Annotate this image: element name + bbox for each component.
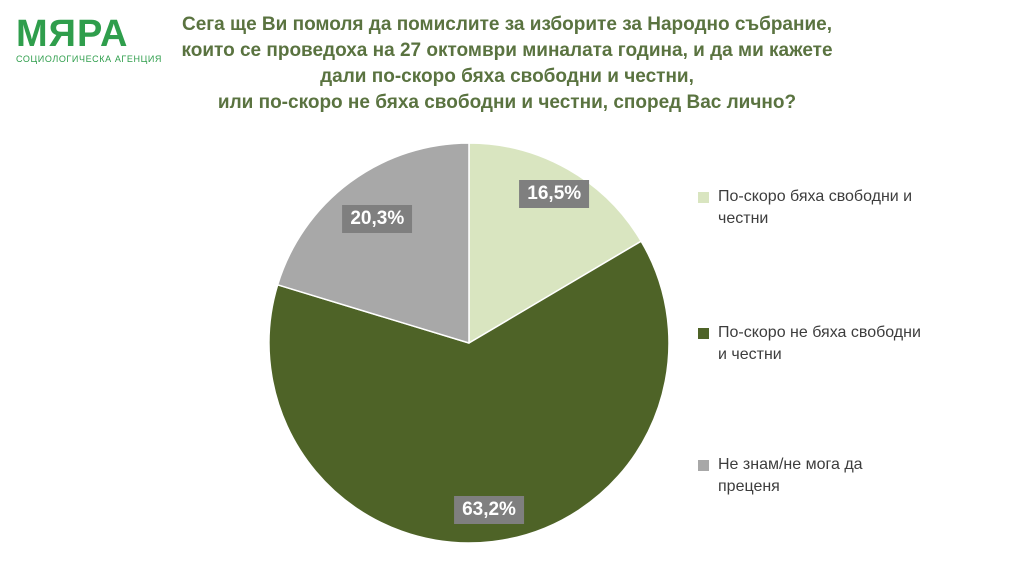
legend-item-free-and-fair: По-скоро бяха свободни и честни xyxy=(698,186,912,230)
pie-slice-3 xyxy=(276,142,470,344)
pie-slice-2 xyxy=(268,240,670,544)
legend-item-not-free-and-fair: По-скоро не бяха свободни и честни xyxy=(698,322,921,366)
brand-logo: МЯРА СОЦИОЛОГИЧЕСКА АГЕНЦИЯ xyxy=(16,14,196,64)
title-line-4: или по-скоро не бяха свободни и честни, … xyxy=(217,92,797,113)
brand-tagline: СОЦИОЛОГИЧЕСКА АГЕНЦИЯ xyxy=(16,54,163,64)
legend-swatch-icon xyxy=(698,460,709,471)
title-line-1: Сега ще Ви помоля да помислите за избори… xyxy=(181,14,832,35)
legend-item-dont-know: Не знам/не мога да преценя xyxy=(698,454,863,498)
legend-label: По-скоро бяха свободни и честни xyxy=(718,188,913,227)
pie-chart: 16,5% 63,2% 20,3% xyxy=(259,133,679,553)
title-line-2: които се проведоха на 27 октомври минала… xyxy=(181,40,833,61)
pie-value-label-2: 63,2% xyxy=(454,495,524,524)
pie-chart-svg xyxy=(268,142,670,544)
legend-label: Не знам/не мога да преценя xyxy=(718,456,863,495)
legend-swatch-icon xyxy=(698,192,709,203)
legend-swatch-icon xyxy=(698,328,709,339)
brand-name: МЯРА xyxy=(16,13,129,55)
pie-value-label-3: 20,3% xyxy=(342,205,413,234)
legend-label: По-скоро не бяха свободни и честни xyxy=(718,324,921,363)
chart-legend: По-скоро бяха свободни и честни По-скоро… xyxy=(698,0,988,576)
pie-slice-1 xyxy=(468,142,642,344)
survey-question-title: Сега ще Ви помоля да помислите за избори… xyxy=(110,12,904,116)
pie-value-label-1: 16,5% xyxy=(519,179,590,208)
title-line-3: дали по-скоро бяха свободни и честни, xyxy=(320,66,694,87)
